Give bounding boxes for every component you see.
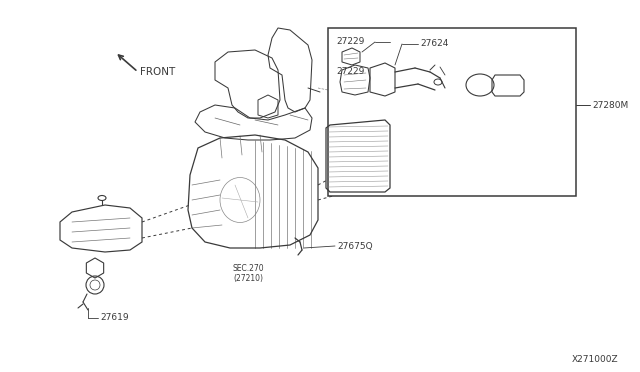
Text: 27675Q: 27675Q <box>337 241 372 250</box>
Text: 27229: 27229 <box>336 67 364 77</box>
Text: X271000Z: X271000Z <box>572 356 618 365</box>
Text: 27229: 27229 <box>336 38 364 46</box>
Text: 27624: 27624 <box>420 39 449 48</box>
Text: FRONT: FRONT <box>140 67 175 77</box>
Text: 27619: 27619 <box>100 314 129 323</box>
Text: 27280M: 27280M <box>592 100 628 109</box>
Bar <box>328 28 576 196</box>
Text: SEC.270
(27210): SEC.270 (27210) <box>232 264 264 283</box>
